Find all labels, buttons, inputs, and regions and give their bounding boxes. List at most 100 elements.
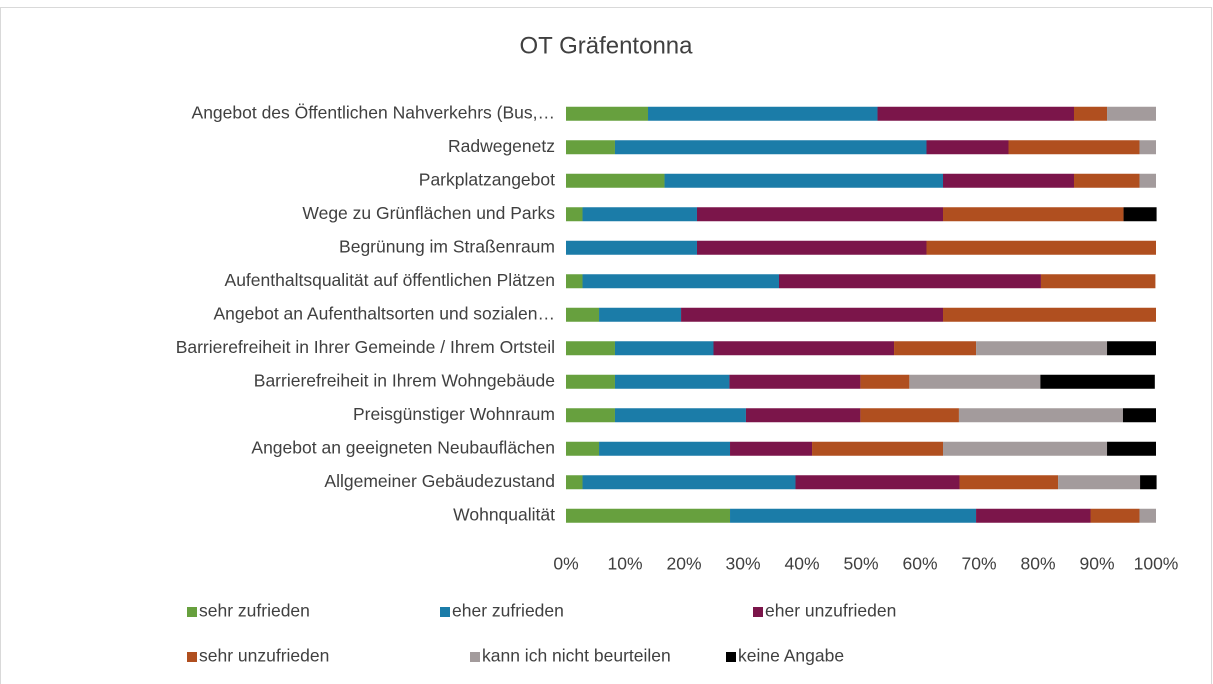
x-tick-label: 30% [725,554,760,574]
bar-segment [681,307,944,322]
bar-segment [1090,508,1140,523]
bar-segment [582,475,796,490]
bar-segment [566,106,649,121]
bar-segment [943,307,1156,322]
bar-segment [943,173,1074,188]
bar-segment [648,106,878,121]
bar-segment [959,475,1059,490]
bar-segment [599,307,682,322]
legend-label: kann ich nicht beurteilen [482,646,671,666]
bar-segment [1139,173,1156,188]
bar-segment [860,374,910,389]
bar-segment [614,408,746,423]
bar-segment [1140,475,1157,490]
bar-segment [566,475,583,490]
bar-segment [614,140,927,155]
bar-segment [1122,408,1156,423]
x-tick-label: 0% [553,554,578,574]
bar-segment [599,441,731,456]
bar-segment [909,374,1041,389]
bar-segment [566,441,600,456]
bar-segment [976,508,1091,523]
bar-segment [729,374,861,389]
bar-segment [877,106,1074,121]
x-tick-label: 100% [1134,554,1179,574]
bar-segment [582,207,697,222]
legend-label: sehr unzufrieden [199,646,329,666]
bar-segment [713,341,895,356]
y-tick-label: Wohnqualität [453,504,555,524]
legend-swatch [726,652,736,662]
bar-segment [1123,207,1157,222]
bar-segment [614,341,714,356]
bar-segment [566,341,615,356]
y-tick-label: Barrierefreiheit in Ihrer Gemeinde / Ihr… [176,337,555,357]
bar-segment [1073,106,1108,121]
bar-segment [566,240,697,255]
bar-segment [1139,140,1156,155]
bar-segment [582,274,779,289]
bar-segment [566,307,600,322]
x-tick-label: 60% [902,554,937,574]
y-tick-label: Angebot des Öffentlichen Nahverkehrs (Bu… [192,102,555,122]
bar-segment [958,408,1123,423]
bar-segment [976,341,1108,356]
y-tick-label: Angebot an Aufenthaltsorten und sozialen… [214,303,556,323]
bar-segment [795,475,960,490]
bar-segment [812,441,944,456]
bar-segment [943,207,1124,222]
legend-swatch [470,652,480,662]
y-tick-label: Allgemeiner Gebäudezustand [324,471,555,491]
bar-segment [778,274,1041,289]
legend-label: eher unzufrieden [765,601,896,621]
bar-segment [1040,374,1155,389]
x-tick-label: 80% [1020,554,1055,574]
bar-segment [566,508,731,523]
y-tick-label: Wege zu Grünflächen und Parks [302,203,555,223]
bar-segment [1008,140,1140,155]
bar-segment [566,207,583,222]
bar-segment [696,207,944,222]
x-tick-label: 10% [607,554,642,574]
bar-segment [1040,274,1156,289]
bar-segment [1107,441,1156,456]
bar-segment [745,408,861,423]
bar-segment [943,441,1108,456]
x-tick-label: 70% [961,554,996,574]
legend-swatch [187,607,197,617]
bar-segment [926,140,1009,155]
bar-segment [614,374,730,389]
chart-title: OT Gräfentonna [520,32,694,59]
bar-segment [566,274,583,289]
legend-label: sehr zufrieden [199,601,310,621]
legend-label: eher zufrieden [452,601,564,621]
bar-segment [566,140,615,155]
legend-swatch [440,607,450,617]
x-tick-label: 50% [843,554,878,574]
bar-segment [1139,508,1156,523]
legend-swatch [753,607,763,617]
x-tick-label: 40% [784,554,819,574]
bar-segment [1107,106,1156,121]
x-tick-label: 90% [1079,554,1114,574]
bar-segment [566,173,665,188]
bar-segment [1107,341,1156,356]
legend-label: keine Angabe [738,646,844,666]
y-tick-label: Radwegenetz [448,136,555,156]
y-tick-label: Angebot an geeigneten Neubauflächen [251,437,555,457]
bar-segment [696,240,927,255]
x-tick-label: 20% [666,554,701,574]
bar-segment [860,408,959,423]
bar-segment [926,240,1156,255]
bar-segment [1073,173,1140,188]
y-tick-label: Begrünung im Straßenraum [339,236,555,256]
bar-segment [566,374,615,389]
bar-segment [894,341,977,356]
legend-swatch [187,652,197,662]
bar-segment [664,173,944,188]
y-tick-label: Barrierefreiheit in Ihrem Wohngebäude [254,370,555,390]
bar-segment [566,408,615,423]
bar-segment [730,508,977,523]
y-tick-label: Aufenthaltsqualität auf öffentlichen Plä… [225,270,555,290]
bar-segment [730,441,813,456]
